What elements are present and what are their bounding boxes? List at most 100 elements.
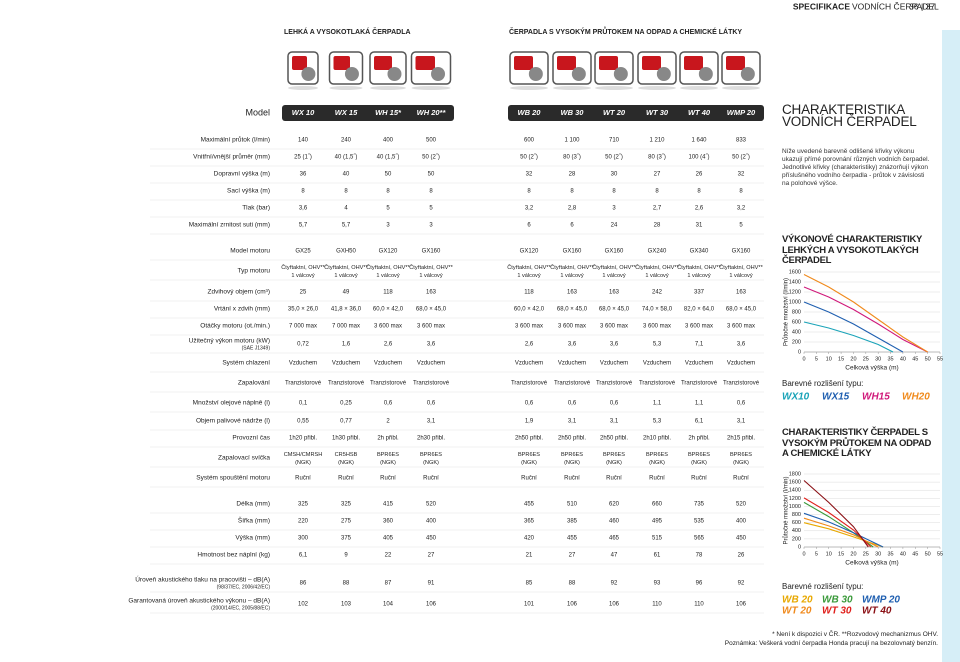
pump-frame — [509, 51, 549, 85]
model-name: WH 15* — [375, 108, 402, 117]
cell: GX120 — [379, 249, 398, 255]
cell: Ruční — [649, 476, 665, 482]
cell: 455 — [567, 536, 578, 542]
model-band — [508, 105, 764, 121]
legend-entry: WX10 — [782, 392, 810, 403]
series-line — [803, 301, 904, 353]
cell: 28 — [569, 172, 576, 178]
cell: 1 640 — [691, 138, 707, 144]
cell: 455 — [524, 502, 535, 508]
cell: 735 — [694, 502, 705, 508]
pump-body — [528, 67, 543, 81]
cell: 2,8 — [568, 206, 577, 212]
cell: Ruční — [295, 476, 311, 482]
cell: 710 — [609, 138, 620, 144]
y-tick-label: 400 — [792, 528, 801, 534]
pump-shadow — [288, 86, 318, 90]
cell: 27 — [569, 553, 576, 559]
x-tick-label: 55 — [937, 551, 943, 557]
cell: 360 — [383, 519, 394, 525]
pump-engine — [599, 56, 618, 70]
x-tick-label: 15 — [838, 551, 844, 557]
cell: Čtyřtaktní, OHV** — [592, 264, 636, 271]
x-tick-label: 10 — [826, 551, 832, 557]
series-line — [803, 274, 928, 353]
cell: 3 — [429, 223, 433, 229]
cell: 8 — [612, 189, 616, 195]
header-title: VODNÍCH ČERPADEL — [852, 1, 939, 11]
cell: 163 — [567, 290, 578, 296]
pump-shadow — [638, 86, 676, 90]
row-label: Otáčky motoru (ot./min.) — [200, 323, 270, 330]
cell: Vzduchem — [558, 361, 586, 367]
cell: BPR6ES — [603, 452, 625, 458]
cell: 91 — [428, 581, 435, 587]
cell: 3 — [612, 206, 616, 212]
cell: Vzduchem — [289, 361, 317, 367]
cell: Ruční — [338, 476, 354, 482]
row-label: Typ motoru — [237, 268, 270, 275]
cell: Tranzistorové — [511, 381, 548, 387]
pump-shadow — [595, 86, 633, 90]
cell: 3,1 — [737, 419, 746, 425]
row-label: Objem palivové nádrže (l) — [196, 418, 270, 425]
x-tick-label: 35 — [887, 356, 893, 362]
cell: GX120 — [520, 249, 539, 255]
cell: 6,1 — [299, 553, 308, 559]
cell: 3,1 — [427, 419, 436, 425]
cell: 6 — [527, 223, 531, 229]
cell: BPR6ES — [420, 452, 442, 458]
cell: 110 — [652, 602, 662, 608]
row-label: Výška (mm) — [235, 535, 270, 542]
cell: Vzduchem — [727, 361, 755, 367]
cell: 9 — [344, 553, 348, 559]
side-strip — [942, 30, 960, 662]
cell: 8 — [697, 189, 701, 195]
cell: 118 — [383, 290, 393, 296]
legend-entry: WT 20 — [782, 606, 812, 617]
x-tick-label: 40 — [900, 551, 906, 557]
pump-body — [387, 67, 402, 81]
cell: 35,0 × 26,0 — [288, 307, 319, 313]
cell: 50 (2˝) — [422, 155, 440, 161]
cell: 620 — [609, 502, 620, 508]
x-tick-label: 5 — [815, 356, 818, 362]
cell: 100 (4˝) — [688, 155, 709, 161]
series-line — [803, 512, 884, 548]
cell: 3 600 max — [558, 324, 586, 330]
row-label: Tlak (bar) — [242, 205, 270, 212]
y-axis-label: Průtočné množství (l/min) — [783, 278, 790, 346]
cell: 0,6 — [525, 401, 534, 407]
cell: 3 600 max — [374, 324, 402, 330]
cell: Ruční — [423, 476, 439, 482]
cell: 1 210 — [649, 138, 665, 144]
row-label: Maximální zrnitost suti (mm) — [189, 222, 270, 229]
cell: 6 — [570, 223, 574, 229]
cell: (NGK) — [606, 460, 622, 466]
cell: Tranzistorové — [370, 381, 407, 387]
cell: BPR6ES — [377, 452, 399, 458]
cell: 3,6 — [610, 342, 619, 348]
cell: Čtyřtaktní, OHV** — [550, 264, 594, 271]
cell: 49 — [343, 290, 350, 296]
legend-title: Barevné rozlišení typu: — [782, 379, 863, 388]
pump-shadow — [510, 86, 548, 90]
cell: (NGK) — [733, 460, 749, 466]
cell: Vzduchem — [515, 361, 543, 367]
cell: 415 — [383, 502, 394, 508]
row-label: Úroveň akustického tlaku na pracovišti –… — [135, 575, 270, 584]
cell: 465 — [609, 536, 620, 542]
cell: 25 — [300, 290, 307, 296]
cell: 1h20 přibl. — [289, 436, 317, 442]
cell: 8 — [429, 189, 433, 195]
cell: 1 válcový — [517, 273, 541, 279]
cell: 400 — [426, 519, 437, 525]
cell: 3 600 max — [727, 324, 755, 330]
cell: 60,0 × 42,0 — [373, 307, 404, 313]
cell: 24 — [611, 223, 618, 229]
row-label: Množství olejové náplně (l) — [193, 400, 270, 407]
model-corner: Model — [245, 107, 270, 117]
y-tick-label: 800 — [792, 309, 801, 315]
cell: 2h30 přibl. — [417, 436, 445, 442]
cell: 1 válcový — [729, 273, 753, 279]
